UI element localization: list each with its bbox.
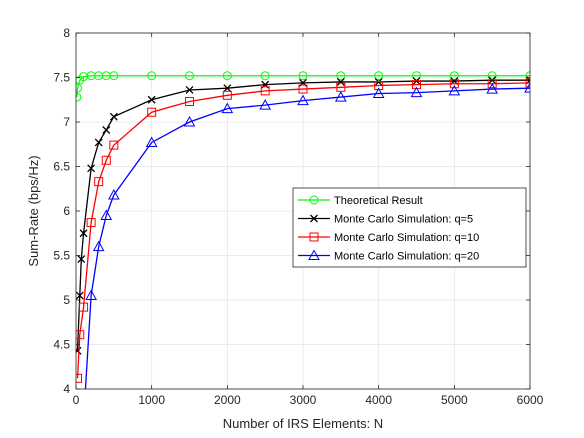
data-point <box>449 79 459 89</box>
data-point <box>147 95 156 104</box>
data-point <box>222 90 232 100</box>
data-point <box>109 112 118 121</box>
legend-marker <box>308 249 320 260</box>
data-point <box>76 330 85 340</box>
legend-entry: Monte Carlo Simulation: q=20 <box>298 249 479 263</box>
data-point <box>76 373 83 383</box>
data-point <box>223 84 232 93</box>
x-tick-label: 1000 <box>138 393 165 407</box>
data-point <box>107 188 120 200</box>
data-point <box>486 83 499 94</box>
data-point <box>100 209 113 220</box>
series-line <box>76 75 530 98</box>
x-axis-title: Number of IRS Elements: N <box>223 416 383 431</box>
data-point <box>185 71 194 81</box>
data-point <box>94 177 104 187</box>
data-point <box>79 415 89 424</box>
y-tick-label: 4 <box>63 382 70 396</box>
data-point <box>109 71 119 81</box>
data-point <box>525 71 530 81</box>
data-point <box>410 86 423 98</box>
legend-entry: Monte Carlo Simulation: q=5 <box>298 214 473 226</box>
data-point <box>297 94 309 106</box>
legend-entry: Theoretical Result <box>298 195 423 207</box>
data-point <box>76 83 83 93</box>
legend-label: Theoretical Result <box>334 195 423 207</box>
data-point <box>85 289 97 301</box>
data-point <box>183 115 196 127</box>
data-point <box>372 87 385 99</box>
data-point <box>102 126 111 134</box>
x-tick-label: 0 <box>73 393 80 407</box>
data-point <box>185 86 194 94</box>
x-tick-label: 2000 <box>214 393 241 407</box>
legend-label: Monte Carlo Simulation: q=10 <box>334 232 479 244</box>
legend-box <box>292 187 527 268</box>
data-point <box>145 136 158 147</box>
legend-marker <box>310 214 318 223</box>
data-point <box>336 71 346 81</box>
data-point <box>374 71 384 81</box>
data-point <box>259 99 272 110</box>
series-2 <box>76 78 530 383</box>
series-layer <box>76 71 530 424</box>
data-point <box>76 291 84 300</box>
legend-marker <box>309 195 319 205</box>
y-tick-label: 8 <box>63 26 70 40</box>
x-tick-label: 4000 <box>365 393 392 407</box>
data-point <box>94 138 103 147</box>
data-point <box>87 164 96 173</box>
data-point <box>298 71 308 81</box>
data-point <box>448 84 461 96</box>
legend: Theoretical Result Monte Carlo Simulation… <box>292 187 527 268</box>
legend-entry: Monte Carlo Simulation: q=10 <box>298 232 479 244</box>
legend-marker <box>309 232 319 242</box>
series-line <box>84 87 530 389</box>
data-point <box>147 71 157 81</box>
data-point <box>336 77 345 86</box>
data-point <box>101 155 111 165</box>
legend-label: Monte Carlo Simulation: q=20 <box>334 251 479 263</box>
y-tick-label: 6 <box>63 204 70 218</box>
data-point <box>412 71 421 81</box>
data-point <box>76 346 82 355</box>
y-tick-label: 7 <box>63 115 70 129</box>
ticks: 0 1000 2000 3000 4000 5000 6000 4 4.5 5 5.5 6 6.5 7 7.… <box>53 26 543 407</box>
y-tick-label: 5 <box>63 293 70 307</box>
data-point <box>260 71 270 81</box>
data-point <box>185 97 194 107</box>
data-point <box>109 140 119 150</box>
data-point <box>298 84 308 94</box>
series-line <box>76 82 530 379</box>
data-point <box>221 102 234 114</box>
series-3 <box>79 82 530 424</box>
x-tick-label: 3000 <box>290 393 317 407</box>
data-point <box>524 82 530 93</box>
x-tick-label: 5000 <box>441 393 468 407</box>
y-tick-label: 5.5 <box>53 249 70 263</box>
data-point <box>79 229 88 238</box>
data-point <box>147 107 157 117</box>
data-point <box>222 71 232 81</box>
data-point <box>86 218 96 228</box>
x-tick-label: 6000 <box>517 393 544 407</box>
y-tick-label: 6.5 <box>53 160 70 174</box>
data-point <box>76 92 82 102</box>
y-axis-title: Sum-Rate (bps/Hz) <box>26 155 41 266</box>
legend-label: Monte Carlo Simulation: q=5 <box>334 214 473 226</box>
data-point <box>525 78 530 88</box>
series-0 <box>76 71 530 102</box>
data-point <box>334 91 347 102</box>
y-tick-label: 7.5 <box>53 71 70 85</box>
data-point <box>92 240 105 252</box>
data-point <box>77 255 86 264</box>
data-point <box>79 302 89 312</box>
y-tick-label: 4.5 <box>53 338 70 352</box>
data-point <box>260 86 270 96</box>
data-point <box>487 79 497 89</box>
